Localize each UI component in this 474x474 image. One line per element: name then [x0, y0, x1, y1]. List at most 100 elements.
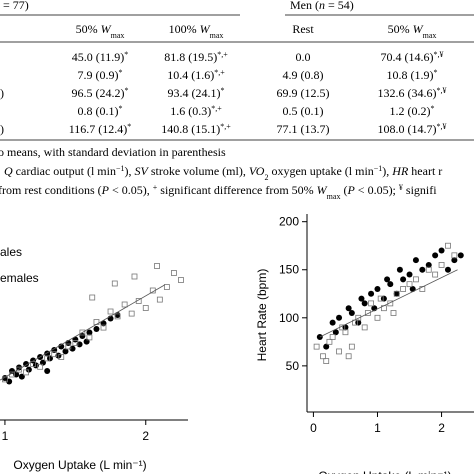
text-run: 140.8 (15.1)	[161, 122, 220, 136]
text-run: *,+	[211, 104, 222, 113]
point	[432, 252, 439, 259]
point	[384, 276, 391, 283]
column-header: 50% Wmax	[76, 22, 125, 40]
text-run: SV	[135, 164, 150, 178]
point	[44, 368, 51, 374]
table-cell: 0.5 (0.1)	[283, 104, 324, 118]
point	[332, 329, 339, 336]
point	[37, 363, 44, 370]
text-run: HR	[391, 164, 409, 178]
point	[58, 354, 65, 360]
point	[30, 361, 36, 367]
point	[93, 326, 100, 332]
text-run: 93.4 (24.1)	[168, 86, 221, 100]
table-cell: 10.4 (1.6)*,+	[167, 68, 225, 83]
text-run: *,¥	[437, 86, 447, 95]
column-header: 50% Wmax	[388, 22, 437, 40]
text-run: max	[327, 192, 341, 201]
text-run: *	[119, 68, 123, 77]
text-run: oxygen uptake (l min	[268, 164, 373, 178]
point	[336, 348, 342, 355]
y-tick-label: 200	[279, 215, 299, 229]
point	[342, 324, 349, 331]
point	[368, 290, 375, 297]
text-run: 100%	[169, 22, 200, 36]
table-cell: 140.8 (15.1)*,+	[161, 122, 231, 137]
text-run: stroke volume (ml),	[148, 164, 249, 178]
text-run: (	[340, 183, 347, 197]
text-run: −1	[374, 164, 383, 173]
text-run: P	[101, 183, 110, 197]
text-run: 2	[264, 173, 268, 182]
point	[65, 343, 72, 350]
point	[178, 277, 184, 283]
legend-label: emales	[0, 271, 39, 285]
point	[400, 286, 407, 292]
point	[72, 336, 79, 343]
point	[107, 308, 114, 315]
table-cell: 1.6 (0.3)*,+	[170, 104, 222, 119]
point	[171, 270, 177, 276]
text-run: *	[221, 86, 225, 95]
footnote: o means, with standard deviation in pare…	[0, 145, 226, 159]
text-run: signifi	[403, 183, 437, 197]
text-run: *	[434, 68, 438, 77]
table-cell: 108.0 (14.7)*,¥	[378, 122, 447, 137]
text-run: Men (	[290, 0, 319, 12]
point	[345, 353, 352, 360]
text-run: 4.9 (0.8)	[283, 68, 324, 82]
point	[86, 329, 93, 336]
table-cell: 1.2 (0.2)*	[390, 104, 435, 119]
text-run: ),	[125, 164, 135, 178]
text-run: *	[124, 50, 128, 59]
point	[419, 266, 426, 273]
point	[451, 252, 458, 259]
point	[406, 271, 413, 278]
trend-line	[0, 284, 165, 381]
text-run: heart r	[408, 164, 442, 178]
table-cell: 0.8 (0.1)*	[78, 104, 123, 119]
column-header: Rest	[292, 22, 314, 36]
text-run: 0.0	[296, 50, 311, 64]
point	[72, 340, 79, 346]
point	[114, 312, 121, 318]
text-run: 116.7 (12.4)	[69, 122, 128, 136]
point	[412, 257, 419, 264]
point	[329, 334, 336, 340]
text-run: Rest	[292, 22, 314, 36]
text-run: *	[431, 104, 435, 113]
trend-line	[319, 269, 458, 338]
text-run: significant difference from 50%	[157, 183, 316, 197]
x-axis-label: Oxygen Uptake (L min⁻¹)	[13, 458, 146, 472]
x-tick-label: 1	[374, 421, 381, 435]
table-cell: 96.5 (24.2)*	[72, 86, 129, 101]
table-cell: 45.0 (11.9)*	[72, 50, 129, 65]
charts: 1 2 Oxygen Uptake (L min⁻¹) ales emales 0 1 2 50…	[0, 214, 474, 474]
text-run: 1.6 (0.3)	[170, 104, 211, 118]
point	[326, 338, 333, 345]
text-run: 108.0 (14.7)	[378, 122, 437, 136]
point	[390, 310, 397, 316]
text-run: W	[317, 183, 328, 197]
text-run: from rest conditions (	[0, 183, 102, 197]
text-run: *	[119, 104, 123, 113]
text-run: 77.1 (13.7)	[277, 122, 330, 136]
point	[114, 313, 121, 320]
text-run: max	[423, 31, 437, 40]
text-run: 69.9 (12.5)	[277, 86, 330, 100]
point	[100, 324, 107, 331]
point	[358, 295, 365, 302]
text-run: *,¥	[434, 50, 444, 59]
point	[128, 310, 135, 317]
x-tick-label: 2	[438, 421, 445, 435]
point	[393, 290, 400, 297]
table-cell: 70.4 (14.6)*,¥	[381, 50, 444, 65]
point	[16, 366, 22, 373]
text-run: 96.5 (24.2)	[72, 86, 125, 100]
point	[438, 247, 445, 254]
point	[345, 305, 352, 312]
point	[377, 295, 384, 302]
point	[79, 333, 86, 339]
text-run: < 0.05),	[109, 183, 153, 197]
